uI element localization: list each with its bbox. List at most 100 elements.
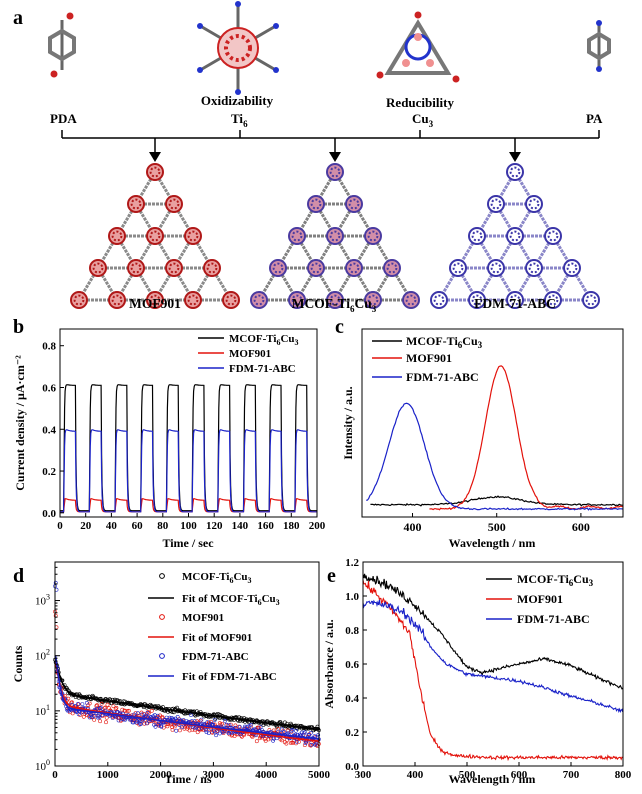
mof901-structure-image: [70, 163, 240, 309]
panel-c-label: c: [335, 316, 344, 338]
panel-e-series-fdm: [362, 599, 624, 714]
panel-b-ytick-label: 0.8: [42, 341, 56, 353]
panel-b-frame: [59, 328, 318, 518]
panel-c-series-mcof: [370, 495, 623, 507]
panel-b-ytick-label: 0.2: [42, 466, 56, 478]
panel-d-legend-marker: [159, 573, 165, 579]
cu3-cluster-icon: [376, 11, 460, 83]
panel-d-label: d: [13, 565, 24, 587]
panel-e-label: e: [327, 565, 336, 587]
panel-e-ytick-label: 0.8: [345, 625, 359, 637]
panel-d-legend-label: MCOF-Ti6Cu3: [182, 571, 252, 585]
panel-c-series-fdm: [366, 402, 623, 511]
pa-label: PA: [586, 111, 603, 126]
panel-c-ylabel: Intensity / a.u.: [341, 386, 355, 459]
cu3-property-label: Reducibility: [386, 95, 454, 110]
panel-b-xtick-label: 40: [106, 520, 118, 532]
panel-e-xtick-label: 400: [407, 769, 424, 781]
pa-molecule-icon: [587, 20, 611, 72]
panel-e-chart: e 300 400 500 600 700 800 0.0 0.2 0.4 0.6 0.8 1.0 1.…: [322, 557, 632, 786]
panel-d-xtick-label: 4000: [255, 769, 278, 781]
panel-c-legend-label: MCOF-Ti6Cu3: [406, 334, 483, 350]
panel-d-scatter-fdm: [53, 580, 321, 747]
panel-b-ylabel: Current density / μA·cm⁻²: [13, 355, 27, 491]
panel-d-xtick-label: 5000: [308, 769, 331, 781]
pda-label: PDA: [50, 111, 77, 126]
panel-b-ytick-label: 0.6: [42, 382, 56, 394]
panel-d-xtick-label: 3000: [202, 769, 225, 781]
panel-d-fit-fdm: [54, 655, 319, 740]
panel-e-xtick-label: 300: [355, 769, 372, 781]
combination-bracket: [61, 130, 600, 155]
panel-c-series-mof901: [429, 365, 623, 511]
panel-e-ytick-label: 1.0: [345, 591, 359, 603]
panel-b-xtick-label: 20: [80, 520, 92, 532]
panel-d-ylabel: Counts: [11, 645, 25, 682]
panel-d-xlabel: Time / ns: [164, 772, 211, 786]
panel-d-legend-marker: [159, 653, 165, 659]
panel-d-legend-label: Fit of MOF901: [182, 632, 252, 644]
panel-d-chart: d 0 1000 2000 3000 4000 5000 100 101 102 103 Time…: [11, 561, 331, 786]
panel-d-ytick-label: 100: [35, 758, 50, 773]
panel-e-xtick-label: 800: [615, 769, 632, 781]
panel-e-legend-label: MOF901: [517, 592, 563, 606]
panel-e-frame: [362, 561, 624, 767]
panel-b-xtick-label: 60: [132, 520, 144, 532]
panel-e-legend-label: MCOF-Ti6Cu3: [517, 572, 594, 588]
panel-c-legend-label: FDM-71-ABC: [406, 370, 479, 384]
panel-e-ytick-label: 0.2: [345, 727, 359, 739]
panel-e-ytick-label: 0.4: [345, 693, 359, 705]
panel-e-xtick-label: 600: [511, 769, 528, 781]
panel-d-legend-label: Fit of FDM-71-ABC: [182, 671, 277, 683]
panel-a-label: a: [13, 7, 23, 29]
panel-b-legend-label: MOF901: [229, 348, 271, 360]
panel-b-xtick-label: 100: [180, 520, 197, 532]
fdm-71-abc-structure-image: [430, 163, 600, 309]
panel-c-legend-label: MOF901: [406, 351, 452, 365]
panel-e-ytick-label: 0.6: [345, 659, 359, 671]
panel-c-xtick-label: 400: [404, 520, 422, 534]
mcof-product-label: MCOF-Ti6Cu3: [292, 296, 377, 314]
panel-b-legend-label: FDM-71-ABC: [229, 363, 296, 375]
mof901-product-label: MOF901: [129, 296, 181, 311]
panel-d-xtick-label: 2000: [150, 769, 173, 781]
panel-b-xtick-label: 140: [232, 520, 249, 532]
panel-d-xtick-label: 0: [52, 769, 58, 781]
panel-b-legend-label: MCOF-Ti6Cu3: [229, 333, 299, 347]
panel-d-ytick-label: 102: [35, 648, 50, 663]
panel-b-series-mcof: [60, 384, 317, 512]
cu3-label: Cu3: [412, 111, 434, 129]
panel-d-legend-label: MOF901: [182, 612, 224, 624]
panel-d-legend-label: FDM-71-ABC: [182, 651, 249, 663]
arrowheads: [149, 152, 521, 162]
panel-d-legend-marker: [159, 614, 165, 620]
panel-d-fit-mcof: [54, 660, 319, 731]
fdm-product-label: FDM-71-ABC: [474, 296, 556, 311]
panel-e-ylabel: Absorbance / a.u.: [322, 619, 336, 708]
panel-e-ytick-label: 1.2: [345, 557, 359, 569]
panel-b-xtick-label: 180: [283, 520, 300, 532]
panel-c-frame: [361, 328, 624, 518]
panel-e-legend: MCOF-Ti6Cu3 MOF901 FDM-71-ABC: [486, 572, 594, 626]
panel-d-scatter-mcof: [53, 657, 321, 733]
panel-b-chart: b 0 20 40 60 80 100 120 140 160 180 200 0.0 0.2 0.4 0.…: [13, 316, 326, 550]
panel-c-xtick-label: 500: [488, 520, 506, 534]
ti6-property-label: Oxidizability: [201, 93, 274, 108]
panel-b-xtick-label: 0: [57, 520, 63, 532]
panel-e-series-mof901: [362, 579, 623, 762]
panel-b-xtick-label: 160: [257, 520, 274, 532]
pda-molecule-icon: [48, 12, 76, 78]
panel-e-xlabel: Wavelength / nm: [449, 772, 536, 786]
panel-b-ytick-label: 0.0: [42, 508, 56, 520]
panel-c-chart: c 400 500 600 Wavelength / nm Intensity / …: [335, 316, 624, 550]
panel-c-xtick-label: 600: [572, 520, 590, 534]
panel-e-series-mcof: [362, 573, 624, 690]
panel-b-ytick-label: 0.4: [42, 424, 56, 436]
panel-b-series-mof901: [60, 498, 317, 513]
panel-d-ytick-label: 103: [35, 593, 50, 608]
panel-d-legend-label: Fit of MCOF-Ti6Cu3: [182, 593, 280, 607]
panel-e-xtick-label: 700: [563, 769, 580, 781]
panel-a: a: [13, 1, 611, 314]
